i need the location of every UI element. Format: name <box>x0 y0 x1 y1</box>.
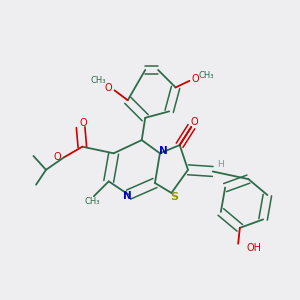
Text: O: O <box>192 74 199 84</box>
Text: CH₃: CH₃ <box>91 76 106 85</box>
Text: O: O <box>54 152 61 162</box>
Text: H: H <box>217 160 224 169</box>
Text: S: S <box>170 192 178 202</box>
Text: CH₃: CH₃ <box>85 197 100 206</box>
Text: OH: OH <box>246 243 261 253</box>
Text: N: N <box>122 191 131 201</box>
Text: CH₃: CH₃ <box>198 71 214 80</box>
Text: O: O <box>104 83 112 93</box>
Text: N: N <box>159 146 168 156</box>
Text: O: O <box>80 118 87 128</box>
Text: O: O <box>191 117 198 127</box>
